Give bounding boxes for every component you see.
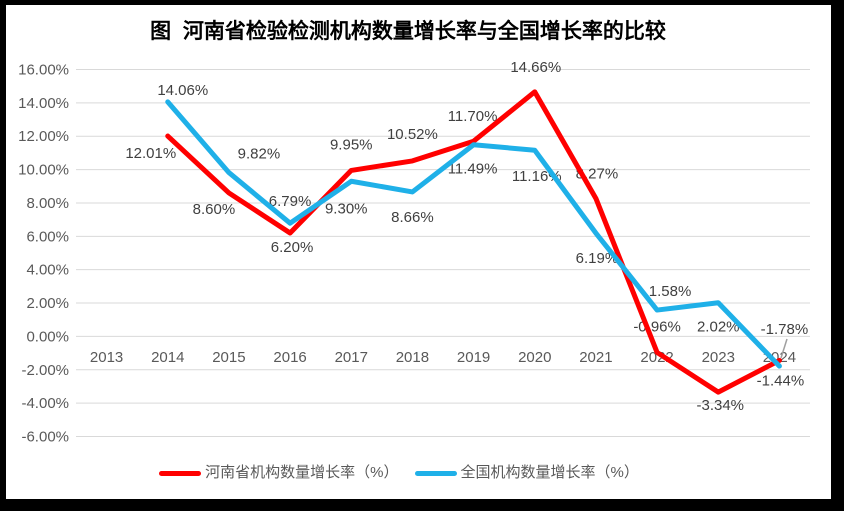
data-label: -3.34% [696, 397, 744, 414]
y-tick-label: 10.00% [18, 162, 69, 179]
y-tick-label: 2.00% [26, 295, 69, 312]
y-tick-label: 16.00% [18, 62, 69, 79]
x-tick-label: 2013 [90, 349, 123, 366]
x-tick-label: 2016 [273, 349, 306, 366]
data-label: 6.19% [576, 250, 619, 267]
data-label: 10.52% [387, 126, 438, 143]
data-label: 11.49% [448, 161, 498, 178]
x-tick-label: 2022 [640, 349, 673, 366]
y-tick-label: -4.00% [21, 395, 69, 412]
window-border-bottom [0, 499, 844, 511]
x-tick-label: 2023 [702, 349, 735, 366]
data-label: 8.66% [391, 209, 434, 226]
legend-swatch-national [414, 470, 457, 476]
y-tick-label: 6.00% [26, 228, 69, 245]
label-leader-line [780, 338, 788, 359]
y-tick-label: 12.00% [18, 128, 69, 145]
data-label: -0.96% [633, 318, 681, 335]
window-border-top [0, 0, 844, 5]
y-tick-label: 0.00% [26, 328, 69, 345]
series-line-henan [165, 89, 782, 395]
y-tick-label: 14.00% [18, 95, 69, 112]
data-label: 11.70% [448, 108, 498, 125]
chart-title: 图 河南省检验检测机构数量增长率与全国增长率的比较 [150, 20, 666, 43]
data-label: 8.60% [193, 201, 236, 218]
legend-item-henan: 河南省机构数量增长率（%） [159, 463, 399, 483]
x-tick-label: 2020 [518, 349, 551, 366]
window-border-left [0, 0, 6, 511]
x-tick-label: 2021 [579, 349, 612, 366]
data-label: 1.58% [649, 283, 692, 300]
data-label: 2.02% [697, 319, 740, 336]
x-tick-label: 2017 [335, 349, 368, 366]
data-label: 6.79% [269, 193, 312, 210]
y-tick-label: 4.00% [26, 262, 69, 279]
legend-item-national: 全国机构数量增长率（%） [414, 463, 639, 483]
data-label: 9.82% [238, 146, 281, 163]
data-label: 9.30% [325, 200, 368, 217]
x-tick-label: 2015 [212, 349, 245, 366]
data-label: 14.06% [157, 82, 208, 99]
y-tick-label: -6.00% [21, 429, 69, 446]
chart-legend: 河南省机构数量增长率（%） 全国机构数量增长率（%） [0, 462, 844, 484]
legend-label-national: 全国机构数量增长率（%） [460, 464, 639, 481]
x-tick-label: 2014 [151, 349, 184, 366]
data-label: 6.20% [271, 239, 314, 256]
data-label: -1.78% [761, 321, 809, 338]
legend-swatch-henan [159, 470, 202, 476]
x-tick-label: 2019 [457, 349, 490, 366]
legend-label-henan: 河南省机构数量增长率（%） [205, 464, 399, 481]
x-tick-label: 2018 [396, 349, 429, 366]
y-tick-label: 8.00% [26, 195, 69, 212]
data-label: 9.95% [330, 136, 373, 153]
series-line-national [165, 99, 782, 369]
data-label: 12.01% [125, 145, 176, 162]
window-border-right [831, 0, 844, 511]
x-tick-label: 2024 [763, 349, 796, 366]
data-label: -1.44% [757, 372, 805, 389]
y-tick-label: -2.00% [21, 362, 69, 379]
data-label: 14.66% [510, 59, 561, 76]
